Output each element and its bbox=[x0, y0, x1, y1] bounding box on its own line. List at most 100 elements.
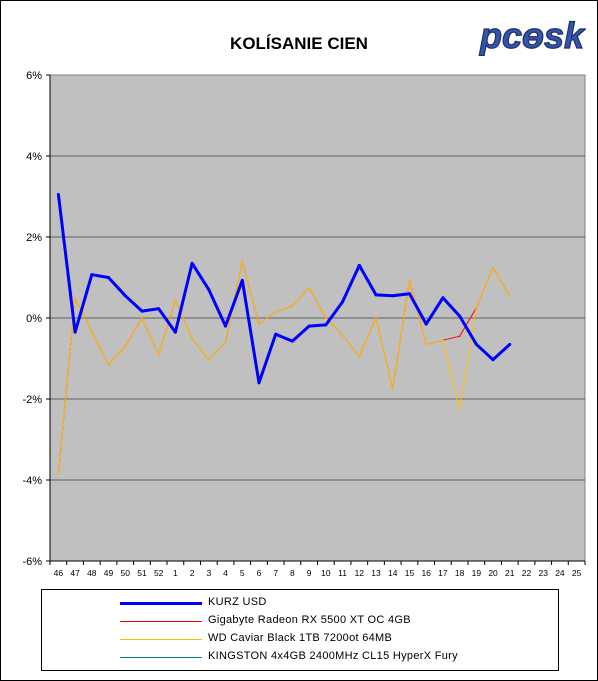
data-point bbox=[157, 307, 161, 311]
pcsk-logo: pcɵsk bbox=[478, 14, 586, 56]
data-point bbox=[56, 192, 60, 196]
x-tick-label: 20 bbox=[488, 568, 498, 578]
data-point bbox=[107, 363, 110, 366]
x-tick-label: 51 bbox=[137, 568, 147, 578]
data-point bbox=[458, 335, 461, 338]
x-tick-label: 10 bbox=[321, 568, 331, 578]
series-line-0 bbox=[56, 194, 511, 385]
data-point bbox=[157, 353, 160, 356]
x-tick-label: 4 bbox=[223, 568, 228, 578]
x-tick-label: 22 bbox=[522, 568, 532, 578]
data-point bbox=[458, 408, 461, 410]
x-tick-label: 25 bbox=[572, 568, 582, 578]
data-point bbox=[492, 266, 494, 269]
data-point bbox=[207, 288, 211, 292]
x-tick-label: 52 bbox=[154, 568, 164, 578]
y-tick-label: 2% bbox=[26, 232, 42, 244]
x-tick-label: 5 bbox=[240, 568, 245, 578]
data-point bbox=[191, 337, 193, 340]
legend-swatch bbox=[120, 639, 202, 640]
x-tick-label: 3 bbox=[206, 568, 211, 578]
legend-item-gigabyte: Gigabyte Radeon RX 5500 XT OC 4GB bbox=[42, 613, 558, 631]
data-point bbox=[258, 323, 260, 325]
series-line-2 bbox=[57, 260, 511, 474]
data-point bbox=[208, 358, 210, 361]
x-tick-label: 50 bbox=[121, 568, 131, 578]
chart-legend: KURZ USD Gigabyte Radeon RX 5500 XT OC 4… bbox=[41, 589, 559, 671]
data-point bbox=[90, 331, 93, 333]
x-tick-label: 16 bbox=[421, 568, 431, 578]
legend-item-kurz-usd: KURZ USD bbox=[42, 595, 558, 613]
y-tick-label: -6% bbox=[22, 556, 42, 568]
data-point bbox=[374, 293, 378, 297]
x-tick-label: 13 bbox=[371, 568, 381, 578]
data-point bbox=[124, 345, 127, 348]
legend-label: Gigabyte Radeon RX 5500 XT OC 4GB bbox=[208, 614, 411, 626]
data-point bbox=[140, 309, 144, 313]
data-point bbox=[491, 358, 495, 362]
data-point bbox=[291, 305, 294, 307]
x-tick-label: 18 bbox=[455, 568, 465, 578]
x-tick-label: 7 bbox=[273, 568, 278, 578]
data-point bbox=[190, 261, 194, 265]
data-point bbox=[257, 381, 261, 385]
data-point bbox=[90, 273, 94, 277]
x-tick-label: 8 bbox=[290, 568, 295, 578]
y-tick-label: -2% bbox=[22, 394, 42, 406]
data-point bbox=[474, 342, 478, 346]
legend-swatch bbox=[120, 602, 202, 605]
data-point bbox=[425, 343, 427, 346]
x-tick-label: 24 bbox=[555, 568, 565, 578]
data-point bbox=[324, 323, 328, 327]
data-point bbox=[274, 332, 278, 336]
logo-text: pcɵsk bbox=[479, 15, 586, 56]
x-tick-label: 48 bbox=[87, 568, 97, 578]
data-point bbox=[508, 342, 512, 346]
data-point bbox=[341, 334, 344, 337]
y-tick-label: 6% bbox=[26, 70, 42, 82]
x-tick-label: 12 bbox=[355, 568, 365, 578]
data-point bbox=[458, 314, 462, 318]
data-point bbox=[57, 473, 60, 475]
y-tick-label: 0% bbox=[26, 313, 42, 325]
x-tick-label: 21 bbox=[505, 568, 515, 578]
data-point bbox=[442, 339, 444, 342]
data-point bbox=[73, 330, 77, 334]
data-point bbox=[173, 330, 177, 334]
data-point bbox=[274, 311, 277, 313]
x-tick-label: 14 bbox=[388, 568, 398, 578]
data-point bbox=[174, 298, 177, 301]
data-point bbox=[240, 278, 244, 282]
data-point bbox=[141, 317, 143, 319]
data-point bbox=[307, 324, 311, 328]
x-tick-label: 49 bbox=[104, 568, 114, 578]
data-point bbox=[357, 263, 361, 267]
data-point bbox=[123, 294, 127, 298]
x-tick-label: 11 bbox=[338, 568, 347, 578]
x-tick-label: 15 bbox=[405, 568, 415, 578]
data-point bbox=[224, 341, 227, 344]
data-point bbox=[241, 260, 244, 263]
data-point bbox=[475, 307, 478, 309]
legend-label: KURZ USD bbox=[208, 596, 267, 608]
legend-swatch bbox=[120, 621, 202, 622]
data-point bbox=[308, 286, 310, 289]
x-tick-label: 23 bbox=[538, 568, 548, 578]
legend-label: WD Caviar Black 1TB 7200ot 64MB bbox=[208, 632, 393, 644]
y-tick-label: -4% bbox=[22, 475, 42, 487]
x-tick-label: 1 bbox=[173, 568, 178, 578]
x-tick-label: 2 bbox=[190, 568, 195, 578]
x-tick-label: 47 bbox=[70, 568, 80, 578]
data-point bbox=[107, 276, 111, 279]
chart-title: KOLÍSANIE CIEN bbox=[230, 34, 368, 53]
legend-item-wd: WD Caviar Black 1TB 7200ot 64MB bbox=[42, 631, 558, 649]
legend-label: KINGSTON 4x4GB 2400MHz CL15 HyperX Fury bbox=[208, 650, 458, 662]
data-point bbox=[408, 279, 411, 282]
data-point bbox=[358, 355, 361, 358]
data-point bbox=[441, 296, 445, 300]
x-tick-label: 9 bbox=[307, 568, 312, 578]
data-point bbox=[341, 300, 345, 304]
data-point bbox=[290, 339, 294, 343]
data-point bbox=[391, 388, 394, 390]
